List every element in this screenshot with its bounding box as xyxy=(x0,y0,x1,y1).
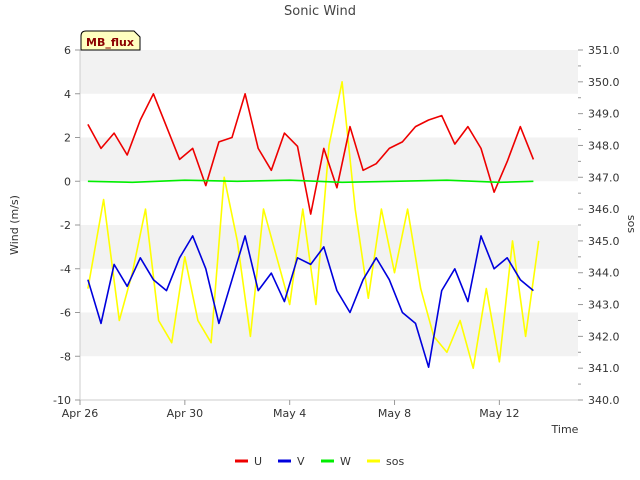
x-axis-ticks: Apr 26 Apr 30 May 4 May 8 May 12 xyxy=(62,400,519,420)
y-right-tick-label: 346.0 xyxy=(588,203,620,216)
y-right-ticks: 340.0 341.0 342.0 343.0 344.0 345.0 346.0 347.0… xyxy=(578,44,620,407)
y-right-tick-label: 345.0 xyxy=(588,235,620,248)
legend-label-u: U xyxy=(254,455,262,468)
series-line-v xyxy=(87,235,534,369)
series-line-sos xyxy=(87,81,540,370)
y-right-tick-label: 351.0 xyxy=(588,44,620,57)
y-right-axis-label: sos xyxy=(625,215,638,233)
legend-label-sos: sos xyxy=(386,455,404,468)
x-tick-label: Apr 30 xyxy=(167,407,204,420)
y-left-tick-label: -8 xyxy=(60,350,71,363)
x-tick-label: May 4 xyxy=(273,407,306,420)
x-tick-label: May 8 xyxy=(378,407,411,420)
legend-label-v: V xyxy=(297,455,305,468)
y-left-tick-label: -6 xyxy=(60,307,71,320)
y-left-tick-label: 2 xyxy=(64,132,71,145)
y-right-tick-label: 341.0 xyxy=(588,362,620,375)
y-right-tick-label: 343.0 xyxy=(588,299,620,312)
plot-bands xyxy=(80,50,578,357)
chart-title: Sonic Wind xyxy=(284,4,356,19)
x-tick-label: May 12 xyxy=(479,407,519,420)
y-left-tick-label: 0 xyxy=(64,175,71,188)
band xyxy=(80,225,578,269)
y-right-tick-label: 349.0 xyxy=(588,108,620,121)
y-left-tick-label: 6 xyxy=(64,44,71,57)
band xyxy=(80,50,578,94)
y-right-tick-label: 350.0 xyxy=(588,76,620,89)
x-tick-label: Apr 26 xyxy=(62,407,99,420)
x-axis-label: Time xyxy=(551,423,579,436)
badge-label: MB_flux xyxy=(86,36,134,49)
y-left-axis-label: Wind (m/s) xyxy=(8,195,21,255)
y-left-tick-label: -10 xyxy=(53,394,71,407)
mb-flux-badge: MB_flux xyxy=(80,30,141,51)
y-right-tick-label: 340.0 xyxy=(588,394,620,407)
y-right-tick-label: 342.0 xyxy=(588,330,620,343)
y-right-tick-label: 347.0 xyxy=(588,171,620,184)
y-right-tick-label: 344.0 xyxy=(588,267,620,280)
y-right-tick-label: 348.0 xyxy=(588,139,620,152)
y-left-tick-label: -2 xyxy=(60,219,71,232)
series-line-u xyxy=(87,93,535,215)
legend-label-w: W xyxy=(340,455,351,468)
y-left-tick-label: -4 xyxy=(60,263,71,276)
series-lines xyxy=(87,81,540,370)
y-left-ticks: -10 -8 -6 -4 -2 0 2 4 6 xyxy=(53,44,80,407)
y-left-tick-label: 4 xyxy=(64,88,71,101)
series-line-w xyxy=(87,179,534,184)
badge-shape xyxy=(80,30,141,51)
